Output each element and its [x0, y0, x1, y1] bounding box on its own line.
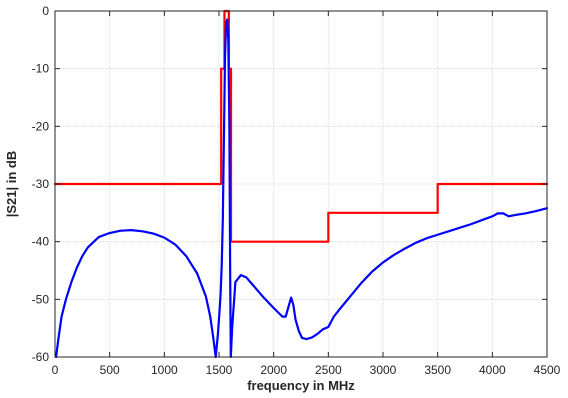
y-tick-label: 0	[42, 4, 49, 18]
x-tick-label: 3000	[370, 363, 397, 377]
x-tick-label: 4000	[479, 363, 506, 377]
axis-ticks: 0 500 1000 1500 2000 2500 3000 3500 4000 4500 0 -10…	[32, 4, 561, 377]
x-tick-label: 4500	[534, 363, 561, 377]
x-tick-label: 3500	[424, 363, 451, 377]
x-tick-label: 500	[100, 363, 120, 377]
y-tick-label: -30	[32, 177, 50, 191]
y-axis-label: |S21| in dB	[4, 151, 19, 218]
y-tick-label: -10	[32, 62, 50, 76]
series-group	[53, 9, 549, 359]
x-tick-label: 1000	[151, 363, 178, 377]
s21-response-line	[54, 18, 549, 359]
y-tick-label: -40	[32, 235, 50, 249]
x-axis-label: frequency in MHz	[247, 378, 355, 393]
y-tick-label: -60	[32, 350, 50, 364]
x-tick-label: 0	[52, 363, 59, 377]
x-tick-label: 2500	[315, 363, 342, 377]
y-tick-label: -50	[32, 292, 50, 306]
x-tick-label: 1500	[206, 363, 233, 377]
y-tick-label: -20	[32, 119, 50, 133]
mask-line	[53, 9, 549, 243]
x-tick-label: 2000	[260, 363, 287, 377]
